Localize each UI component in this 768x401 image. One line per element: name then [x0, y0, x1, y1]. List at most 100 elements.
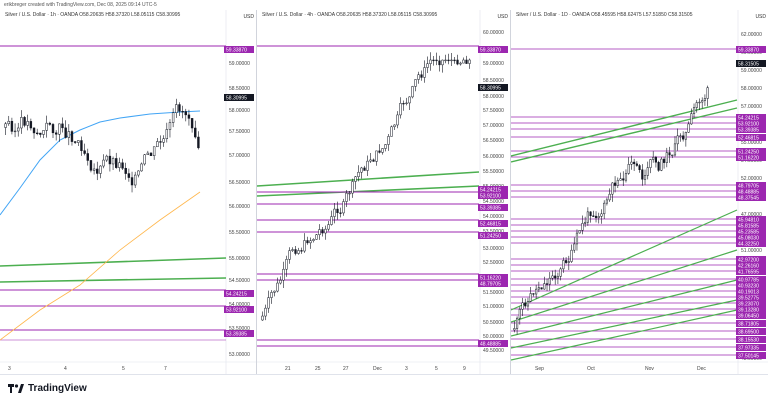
candle-body	[619, 178, 622, 181]
symbol-info: Silver / U.S. Dollar · 4h · OANDA O58.20…	[262, 12, 438, 18]
chart-panel-1h[interactable]: Silver / U.S. Dollar · 1h · OANDA O58.20…	[0, 10, 257, 374]
candle-body	[42, 130, 45, 135]
candle-body	[187, 114, 191, 119]
price-tag-label: 58.30995	[226, 96, 247, 102]
candle-body	[405, 102, 408, 104]
price-tick-label: 57.00000	[229, 153, 250, 159]
price-tag-label: 37.97335	[738, 346, 759, 352]
candle-body	[420, 74, 423, 78]
candle-body	[70, 131, 74, 142]
price-tag-label: 53.39385	[480, 206, 501, 212]
price-tag	[478, 204, 508, 211]
time-tick-label: 4	[64, 366, 67, 372]
price-tick-label: 51.00000	[741, 248, 762, 254]
candle-body	[441, 59, 444, 66]
price-tag-label: 51.24250	[480, 234, 501, 240]
price-tag	[736, 114, 766, 121]
candle-body	[152, 146, 156, 156]
candle-body	[399, 102, 402, 116]
price-tag-label: 41.76595	[738, 270, 759, 276]
currency-label: USD	[755, 14, 766, 20]
candle-body	[614, 182, 617, 186]
trendline	[511, 309, 738, 361]
chart-panel-4h[interactable]: Silver / U.S. Dollar · 4h · OANDA O58.20…	[257, 10, 511, 374]
candle-body	[7, 120, 10, 125]
trendline	[511, 279, 738, 337]
price-tick-label: 51.50000	[483, 290, 504, 296]
price-tag-label: 48.48885	[480, 342, 501, 348]
time-tick-label: 5	[122, 366, 125, 372]
candle-body	[429, 59, 432, 64]
candle-body	[426, 63, 429, 68]
candle-body	[178, 104, 181, 112]
candle-body	[468, 59, 471, 64]
candle-body	[324, 228, 327, 234]
price-tag	[736, 294, 766, 301]
price-tag-label: 40.19013	[738, 290, 759, 296]
candle-body	[35, 132, 39, 134]
candle-body	[39, 132, 42, 135]
chart-canvas-1h[interactable]: 59.5000059.0000058.5000058.0000057.50000…	[0, 10, 256, 374]
price-tick-label: 51.00000	[483, 304, 504, 310]
price-tag-label: 51.16220	[480, 276, 501, 282]
candle-body	[641, 169, 644, 180]
candle-body	[89, 160, 93, 171]
price-tag-label: 40.93230	[738, 284, 759, 290]
price-tick-label: 59.00000	[229, 61, 250, 67]
chart-panel-1d[interactable]: Silver / U.S. Dollar · 1D · OANDA O58.45…	[511, 10, 768, 374]
price-tick-label: 58.00000	[483, 94, 504, 100]
candle-body	[562, 260, 565, 270]
candle-body	[600, 213, 603, 217]
price-tag	[224, 330, 254, 337]
candle-body	[86, 153, 89, 161]
price-tag	[736, 216, 766, 223]
candle-body	[450, 59, 453, 62]
price-tag	[736, 126, 766, 133]
trendline	[511, 107, 738, 163]
time-tick-label: 27	[343, 366, 349, 372]
moving-average-line	[0, 110, 201, 216]
candle-body	[608, 193, 611, 201]
price-tick-label: 58.50000	[229, 86, 250, 92]
candle-body	[513, 328, 516, 331]
candle-body	[369, 159, 372, 162]
price-tag	[736, 188, 766, 195]
price-tag-label: 59.33870	[226, 48, 247, 54]
price-tick-label: 54.50000	[483, 199, 504, 205]
candle-body	[140, 163, 143, 172]
price-tag-label: 39.23070	[738, 302, 759, 308]
brand-name: TradingView	[28, 383, 87, 394]
candle-body	[327, 224, 330, 230]
candle-body	[638, 165, 641, 170]
price-tick-label: 57.50000	[229, 129, 250, 135]
chart-canvas-4h[interactable]: 60.0000059.5000059.0000058.5000058.00000…	[257, 10, 510, 374]
candle-body	[684, 132, 687, 140]
currency-label: USD	[497, 14, 508, 20]
candle-body	[414, 79, 417, 87]
candle-body	[578, 230, 581, 234]
price-tag	[478, 220, 508, 227]
price-tick-label: 55.50000	[483, 169, 504, 175]
symbol-info: Silver / U.S. Dollar · 1h · OANDA O58.20…	[5, 12, 181, 18]
tradingview-logo[interactable]: TradingView	[8, 383, 87, 394]
candle-body	[26, 121, 29, 126]
price-tick-label: 55.00000	[741, 140, 762, 146]
candle-body	[603, 202, 606, 215]
candle-body	[663, 158, 666, 163]
time-tick-label: 9	[463, 366, 466, 372]
candle-body	[45, 122, 48, 131]
candle-body	[194, 127, 197, 138]
price-tick-label: 57.00000	[483, 123, 504, 129]
candle-body	[660, 158, 663, 171]
candle-body	[300, 250, 303, 252]
price-tick-label: 58.50000	[483, 78, 504, 84]
price-tag	[478, 192, 508, 199]
price-tag-label: 39.13280	[738, 308, 759, 314]
price-tag	[736, 352, 766, 359]
chart-canvas-1d[interactable]: 62.0000060.0000059.0000058.0000057.00000…	[511, 10, 768, 374]
candle-body	[67, 131, 71, 138]
price-tag-label: 48.48885	[738, 190, 759, 196]
candle-body	[701, 100, 704, 103]
time-tick-label: 5	[435, 366, 438, 372]
price-tag	[736, 344, 766, 351]
